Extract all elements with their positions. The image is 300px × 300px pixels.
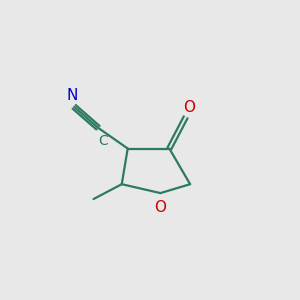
Text: N: N	[66, 88, 77, 103]
Text: O: O	[183, 100, 195, 115]
Text: C: C	[98, 134, 108, 148]
Text: O: O	[154, 200, 166, 214]
